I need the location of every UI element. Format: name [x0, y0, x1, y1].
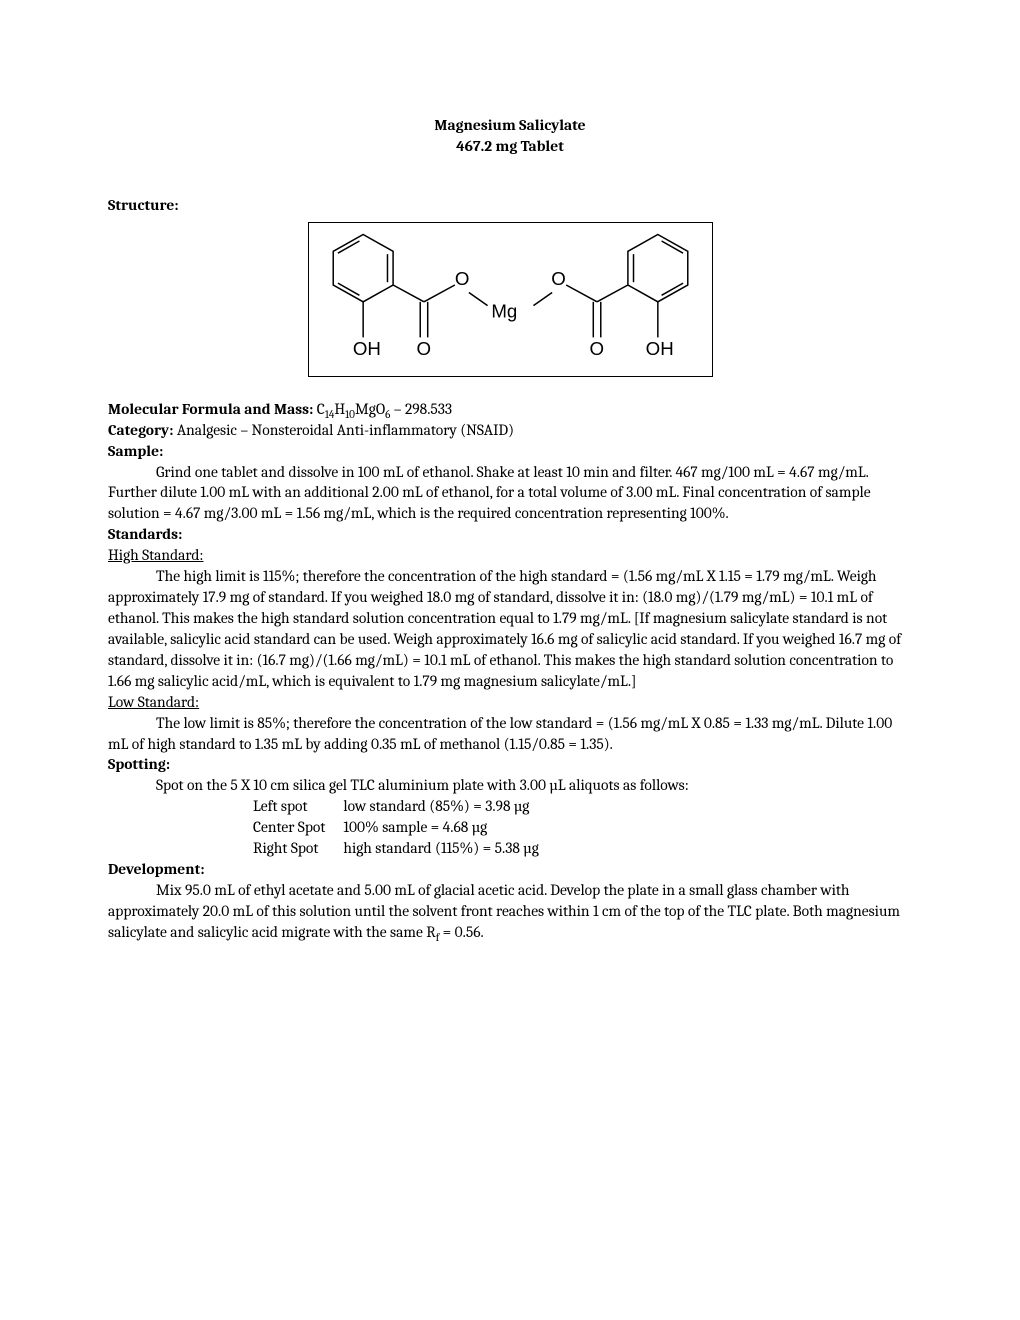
formula-mgo: MgO: [355, 400, 385, 418]
formula-c: C: [317, 400, 325, 418]
svg-text:OH: OH: [645, 338, 673, 359]
spotting-intro: Spot on the 5 X 10 cm silica gel TLC alu…: [108, 775, 912, 796]
high-standard-label: High Standard:: [108, 545, 912, 566]
spot-row: Center Spot 100% sample = 4.68 µg: [253, 817, 557, 838]
formula-h-sub: 10: [345, 408, 355, 421]
spot-row: Right Spot high standard (115%) = 5.38 µ…: [253, 838, 557, 859]
development-body: Mix 95.0 mL of ethyl acetate and 5.00 mL…: [108, 880, 912, 943]
title-line-2: 467.2 mg Tablet: [108, 136, 912, 157]
low-standard-body: The low limit is 85%; therefore the conc…: [108, 713, 912, 755]
structure-label: Structure:: [108, 195, 912, 216]
svg-text:Mg: Mg: [491, 301, 517, 322]
sample-label: Sample:: [108, 441, 912, 462]
spotting-table: Left spot low standard (85%) = 3.98 µg C…: [253, 796, 557, 859]
category-label: Category:: [108, 421, 177, 439]
category-line: Category: Analgesic – Nonsteroidal Anti-…: [108, 420, 912, 441]
development-label: Development:: [108, 859, 912, 880]
svg-text:O: O: [454, 268, 469, 289]
high-standard-body: The high limit is 115%; therefore the co…: [108, 566, 912, 692]
spot-pos: Left spot: [253, 796, 343, 817]
spot-desc: low standard (85%) = 3.98 µg: [343, 796, 556, 817]
formula-mass: – 298.533: [390, 400, 452, 418]
svg-text:O: O: [551, 268, 566, 289]
spot-row: Left spot low standard (85%) = 3.98 µg: [253, 796, 557, 817]
svg-text:O: O: [416, 338, 431, 359]
low-standard-label: Low Standard:: [108, 692, 912, 713]
spot-pos: Right Spot: [253, 838, 343, 859]
development-post: = 0.56.: [439, 923, 483, 941]
category-text: Analgesic – Nonsteroidal Anti-inflammato…: [177, 421, 514, 439]
formula-c-sub: 14: [325, 408, 335, 421]
spot-desc: 100% sample = 4.68 µg: [343, 817, 556, 838]
document-title: Magnesium Salicylate 467.2 mg Tablet: [108, 115, 912, 157]
svg-text:O: O: [589, 338, 604, 359]
svg-text:OH: OH: [352, 338, 380, 359]
spot-desc: high standard (115%) = 5.38 µg: [343, 838, 556, 859]
spot-pos: Center Spot: [253, 817, 343, 838]
molecular-formula-line: Molecular Formula and Mass: C14H10MgO6 –…: [108, 399, 912, 420]
structure-diagram: OH O O Mg O O OH: [308, 222, 713, 377]
development-pre: Mix 95.0 mL of ethyl acetate and 5.00 mL…: [108, 881, 900, 941]
title-line-1: Magnesium Salicylate: [108, 115, 912, 136]
formula-label: Molecular Formula and Mass:: [108, 400, 317, 418]
sample-body: Grind one tablet and dissolve in 100 mL …: [108, 462, 912, 525]
spotting-label: Spotting:: [108, 754, 912, 775]
standards-label: Standards:: [108, 524, 912, 545]
formula-h: H: [334, 400, 345, 418]
